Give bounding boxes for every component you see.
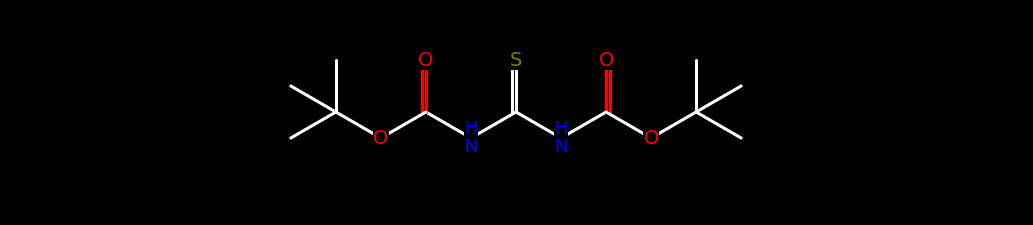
Text: H: H [464,119,477,137]
Text: N: N [555,137,568,155]
Text: H: H [555,119,568,137]
Text: O: O [373,129,388,148]
Text: O: O [418,51,434,70]
Text: O: O [644,129,659,148]
Text: S: S [510,51,523,70]
Text: O: O [598,51,614,70]
Text: N: N [464,137,477,155]
